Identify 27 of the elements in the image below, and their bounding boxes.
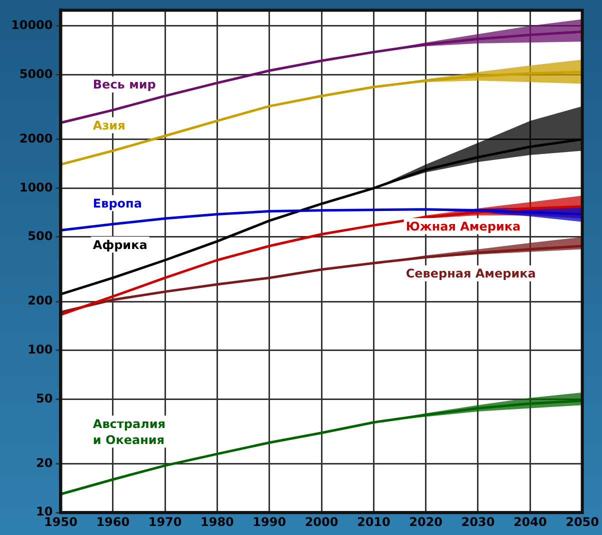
x-tick-label: 2030 — [461, 514, 495, 529]
series-label: Северная Америка — [406, 266, 536, 281]
series-label: Африка — [92, 238, 148, 252]
y-tick-label: 2000 — [19, 131, 53, 146]
x-tick-label: 1980 — [200, 514, 234, 529]
y-tick-label: 100 — [28, 342, 53, 356]
y-tick-label: 200 — [28, 294, 53, 308]
x-tick-label: 2050 — [566, 514, 600, 529]
y-tick-label: 20 — [36, 456, 53, 470]
y-tick-label: 1000 — [19, 180, 53, 194]
x-tick-label: 1950 — [44, 514, 78, 529]
x-tick-label: 2040 — [513, 514, 547, 529]
y-tick-label: 500 — [28, 229, 53, 244]
x-tick-label: 2010 — [356, 514, 390, 529]
series-label: Австралия и Океания — [92, 416, 166, 447]
x-tick-label: 2020 — [409, 514, 443, 529]
series-label: Европа — [92, 196, 142, 210]
x-tick-label: 1990 — [252, 514, 286, 529]
series-label: Весь мир — [92, 78, 156, 92]
x-tick-label: 1960 — [96, 514, 130, 529]
x-tick-label: 1970 — [148, 514, 182, 529]
y-tick-label: 50 — [36, 391, 53, 406]
y-tick-label: 10000 — [11, 18, 53, 32]
x-tick-label: 2000 — [304, 514, 338, 529]
series-label: Азия — [92, 118, 126, 132]
y-tick-label: 5000 — [19, 66, 53, 81]
series-label: Южная Америка — [406, 219, 521, 234]
